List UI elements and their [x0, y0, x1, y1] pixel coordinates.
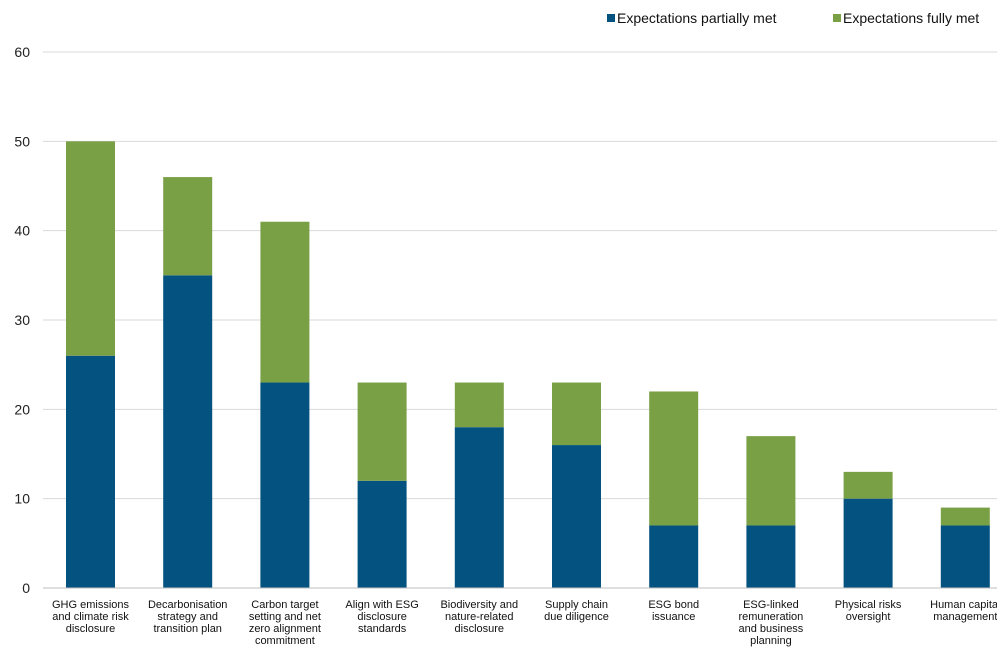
bar-segment-partially-met — [552, 445, 601, 588]
category-label: Align with ESG disclosure standards — [345, 599, 418, 635]
category-label-line: standards — [358, 623, 407, 635]
category-label: Human capital management — [930, 599, 997, 623]
bar-segment-fully-met — [746, 436, 796, 526]
legend-label: Expectations partially met — [617, 10, 777, 26]
category-label-line: GHG emissions — [52, 599, 130, 611]
category-label-line: Supply chain — [545, 599, 608, 611]
bar-segment-fully-met — [260, 221, 310, 383]
y-tick-label: 60 — [14, 44, 30, 60]
category-label-line: strategy and — [157, 611, 218, 623]
bar-segment-fully-met — [357, 382, 407, 481]
bar-segment-partially-met — [357, 480, 407, 588]
y-tick-label: 50 — [14, 133, 30, 149]
category-label: ESG-linked remuneration and business planni… — [738, 599, 803, 647]
bar-segment-partially-met — [163, 275, 213, 588]
category-label-line: Human capital — [930, 599, 997, 611]
bar-segment-partially-met — [66, 355, 115, 588]
category-label-line: disclosure — [357, 611, 407, 623]
category-label-line: transition plan — [153, 623, 222, 635]
category-label-line: ESG-linked — [743, 599, 799, 611]
bar-segment-partially-met — [843, 498, 893, 588]
category-label: Decarbonisation strategy and transition pl… — [148, 599, 228, 635]
legend-swatch — [833, 14, 841, 22]
bar-segment-fully-met — [552, 382, 601, 446]
category-label: GHG emissions and climate risk disclosure — [52, 599, 130, 635]
y-tick-label: 0 — [22, 580, 30, 596]
category-label-line: commitment — [255, 635, 315, 647]
category-label-line: due diligence — [544, 611, 609, 623]
category-label-line: setting and net — [249, 611, 321, 623]
bar-segment-fully-met — [163, 177, 213, 276]
category-label-line: and climate risk — [52, 611, 129, 623]
category-label: Physical risks oversight — [835, 599, 902, 623]
y-tick-label: 10 — [14, 491, 30, 507]
bar-segment-partially-met — [260, 382, 310, 588]
category-label-line: Biodiversity and — [440, 599, 518, 611]
category-label-line: Physical risks — [835, 599, 902, 611]
category-label-line: remuneration — [738, 611, 803, 623]
bar-segment-partially-met — [649, 525, 699, 588]
legend-label: Expectations fully met — [843, 10, 979, 26]
bar-segment-fully-met — [940, 507, 990, 526]
category-label-line: zero alignment — [249, 623, 321, 635]
category-label: Carbon target setting and net zero alignme… — [249, 599, 321, 647]
bar-segment-fully-met — [454, 382, 504, 428]
category-label-line: ESG bond — [648, 599, 699, 611]
y-tick-label: 40 — [14, 223, 30, 239]
bar-segment-fully-met — [649, 391, 699, 526]
y-axis-ticks: 0 10 20 30 40 50 60 — [14, 44, 30, 596]
category-label-line: planning — [750, 635, 792, 647]
category-label-line: oversight — [846, 611, 891, 623]
category-label: Biodiversity and nature-related disclosure — [440, 599, 518, 635]
category-label: Supply chain due diligence — [544, 599, 609, 623]
y-tick-label: 20 — [14, 401, 30, 417]
bar-segment-partially-met — [746, 525, 796, 588]
category-label-line: Align with ESG — [345, 599, 418, 611]
category-label-line: nature-related — [445, 611, 514, 623]
bars — [66, 141, 990, 588]
category-label-line: Decarbonisation — [148, 599, 228, 611]
category-label-line: and business — [738, 623, 803, 635]
bar-segment-fully-met — [843, 471, 893, 499]
category-label-line: issuance — [652, 611, 695, 623]
category-label-line: Carbon target — [251, 599, 318, 611]
legend-swatch — [607, 14, 615, 22]
bar-segment-partially-met — [940, 525, 990, 588]
bar-segment-fully-met — [66, 141, 115, 356]
category-label: ESG bond issuance — [648, 599, 699, 623]
category-label-line: disclosure — [66, 623, 116, 635]
category-label-line: management — [933, 611, 997, 623]
category-labels: GHG emissions and climate risk disclosureD… — [52, 599, 997, 647]
y-tick-label: 30 — [14, 312, 30, 328]
bar-segment-partially-met — [454, 427, 504, 588]
legend: Expectations partially met Expectations f… — [607, 10, 979, 26]
category-label-line: disclosure — [455, 623, 505, 635]
